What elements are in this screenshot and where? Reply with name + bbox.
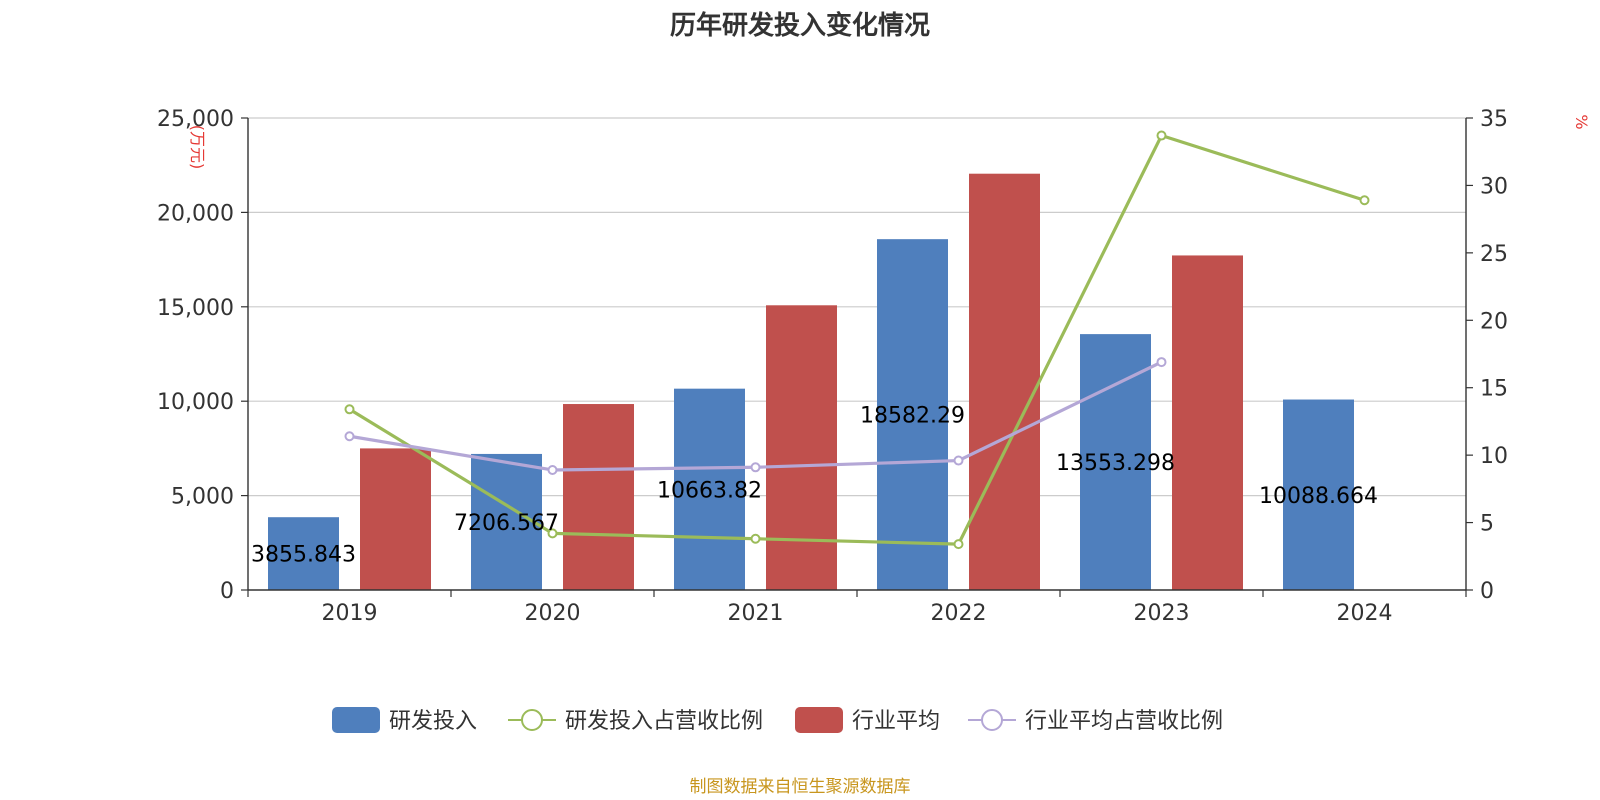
bar-rd-2020 — [471, 453, 542, 590]
x-tick-label: 2019 — [322, 601, 378, 626]
line-point — [953, 455, 964, 466]
bar-data-label: 3855.843 — [251, 543, 356, 568]
bar-industry-2023 — [1172, 255, 1243, 590]
bar-rd-2022 — [877, 239, 948, 590]
bar-data-label: 10088.664 — [1259, 484, 1378, 509]
y-left-unit-label: (万元) — [188, 125, 207, 170]
y-right-unit-label: % — [1572, 114, 1591, 129]
y-right-tick-label: 0 — [1480, 579, 1494, 604]
line-point — [1156, 130, 1167, 141]
line-point — [1156, 357, 1167, 368]
line-point — [750, 533, 761, 544]
bar-rd-2021 — [674, 388, 745, 590]
legend-marker — [981, 709, 1003, 731]
legend-label: 行业平均 — [852, 709, 940, 734]
lines — [344, 130, 1370, 550]
x-tick-label: 2024 — [1337, 601, 1393, 626]
y-left-tick-label: 0 — [220, 579, 234, 604]
legend-label: 研发投入占营收比例 — [565, 709, 763, 734]
bar-data-label: 18582.29 — [860, 404, 965, 429]
bar-industry-2019 — [360, 448, 431, 590]
y-right-tick-label: 25 — [1480, 242, 1508, 267]
legend-swatch-bar — [332, 707, 380, 733]
legend-label: 研发投入 — [389, 709, 477, 734]
line-point — [344, 404, 355, 415]
y-left-tick-label: 20,000 — [157, 201, 234, 226]
bars — [268, 173, 1354, 591]
bar-data-label: 13553.298 — [1056, 451, 1175, 476]
y-right-tick-label: 35 — [1480, 107, 1508, 132]
legend[interactable]: 研发投入 研发投入占营收比例 行业平均 行业平均占营收比例 — [332, 707, 1223, 734]
source-note: 制图数据来自恒生聚源数据库 — [690, 777, 911, 797]
x-tick-label: 2022 — [931, 601, 987, 626]
grid-lines — [248, 117, 1466, 497]
y-left-tick-label: 10,000 — [157, 390, 234, 415]
bar-rd-2023 — [1080, 334, 1151, 590]
y-right-tick-label: 10 — [1480, 444, 1508, 469]
y-right-tick-label: 15 — [1480, 377, 1508, 402]
line-point — [1359, 195, 1370, 206]
y-left-tick-label: 5,000 — [171, 485, 234, 510]
bar-industry-2020 — [563, 404, 634, 590]
line-point — [547, 464, 558, 475]
bar-rd-2019 — [268, 517, 339, 590]
data-labels: 3855.843 7206.567 10663.82 18582.29 13553.29… — [251, 404, 1378, 568]
y-right-tick-label: 5 — [1480, 512, 1494, 537]
bar-data-label: 10663.82 — [657, 478, 762, 503]
legend-marker — [521, 709, 543, 731]
line-point — [344, 431, 355, 442]
y-left-tick-label: 25,000 — [157, 107, 234, 132]
bar-data-label: 7206.567 — [454, 511, 559, 536]
line-point — [547, 528, 558, 539]
line-series — [348, 133, 1365, 546]
chart-title: 历年研发投入变化情况 — [670, 10, 930, 41]
bar-industry-2022 — [969, 173, 1040, 591]
line-point — [750, 462, 761, 473]
legend-label: 行业平均占营收比例 — [1025, 709, 1223, 734]
y-right-tick-label: 30 — [1480, 174, 1508, 199]
bar-industry-2021 — [766, 305, 837, 590]
y-left-tick-label: 15,000 — [157, 296, 234, 321]
line-point — [953, 539, 964, 550]
legend-swatch-bar — [795, 707, 843, 733]
x-tick-label: 2020 — [525, 601, 581, 626]
axes: 0 5,000 10,000 15,000 20,000 25,000 0 5 10 15 20 25… — [157, 107, 1508, 626]
bar-rd-2024 — [1283, 399, 1354, 590]
y-right-tick-label: 20 — [1480, 309, 1508, 334]
x-tick-label: 2021 — [728, 601, 784, 626]
x-tick-label: 2023 — [1134, 601, 1190, 626]
